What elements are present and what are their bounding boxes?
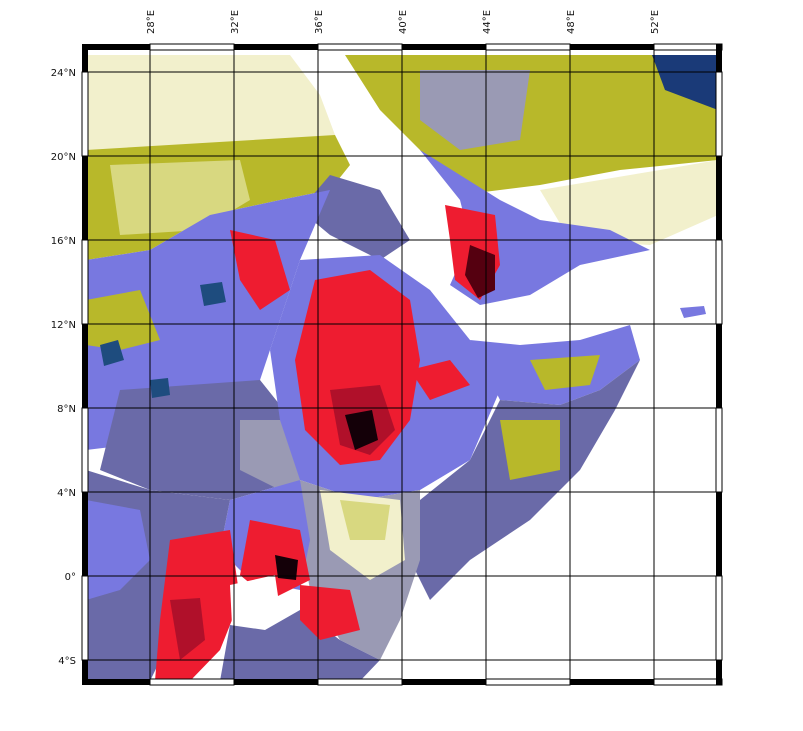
lon-tick-label: 28°E: [146, 10, 157, 34]
region-arabia-grey: [420, 70, 530, 150]
frame-left-seg-2: [81, 71, 89, 157]
region-navy-patches: [100, 282, 226, 398]
region-gulf-navy: [652, 55, 718, 110]
frame-bottom-seg-3: [234, 679, 318, 685]
lon-tick-label: 48°E: [566, 10, 577, 34]
frame-top-seg-1: [82, 44, 150, 50]
frame-left-seg-6: [81, 407, 89, 493]
frame-bottom-seg-1: [82, 679, 150, 685]
lat-tick-label: 4°N: [57, 488, 76, 499]
lat-tick-label: 4°S: [58, 656, 76, 667]
region-arabia-pale: [540, 160, 718, 245]
frame-left-seg-4: [81, 239, 89, 325]
frame-right-seg-8: [715, 575, 723, 661]
lat-tick-label: 8°N: [57, 404, 76, 415]
region-ethiopia-black: [345, 410, 378, 450]
region-socotra: [680, 306, 706, 318]
frame-right-seg-5: [716, 324, 722, 408]
frame-left-seg-5: [82, 324, 88, 408]
map-frame: [81, 43, 723, 686]
lat-tick-label: 20°N: [51, 152, 76, 163]
frame-top-seg-8: [653, 43, 723, 51]
lat-tick-label: 0°: [65, 572, 76, 583]
region-eritrea: [300, 175, 410, 260]
frame-left-seg-7: [82, 492, 88, 576]
region-uganda-black: [275, 555, 298, 580]
frame-bottom-seg-5: [402, 679, 486, 685]
frame-bottom-seg-6: [485, 678, 571, 686]
region-kenya-olive: [340, 500, 390, 540]
frame-left-seg-9: [82, 660, 88, 685]
lat-tick-label: 12°N: [51, 320, 76, 331]
region-somalia: [410, 360, 640, 600]
region-egypt-north: [86, 55, 335, 150]
region-west-olive: [86, 290, 160, 350]
region-yemen-dark: [465, 245, 495, 298]
lat-tick-label: 16°N: [51, 236, 76, 247]
region-tanzania-red: [300, 585, 360, 640]
region-lake-victoria: [230, 575, 280, 630]
frame-top-seg-7: [570, 44, 654, 50]
frame-right-seg-6: [715, 407, 723, 493]
frame-left-seg-3: [82, 156, 88, 240]
frame-left-seg-1: [82, 44, 88, 72]
frame-left-seg-8: [81, 575, 89, 661]
region-somaliland-olive: [530, 355, 600, 390]
graticule: [86, 48, 718, 681]
region-sudan-red: [230, 230, 290, 310]
lon-tick-label: 36°E: [314, 10, 325, 34]
frame-right-seg-1: [716, 44, 722, 72]
region-tanzania: [220, 610, 380, 681]
lat-tick-labels: 24°N 20°N 16°N 12°N 8°N 4°N 0° 4°S: [51, 68, 76, 667]
frame-bottom-seg-4: [317, 678, 403, 686]
frame-bottom-seg-8: [653, 678, 723, 686]
frame-bottom-seg-2: [149, 678, 235, 686]
lon-tick-labels: 28°E 32°E 36°E 40°E 44°E 48°E 52°E: [146, 10, 661, 34]
frame-top-seg-2: [149, 43, 235, 51]
frame-right-seg-7: [716, 492, 722, 576]
frame-right-seg-9: [716, 660, 722, 685]
frame-top-seg-6: [485, 43, 571, 51]
lat-tick-label: 24°N: [51, 68, 76, 79]
region-ethiopia-east-red: [410, 360, 470, 400]
frame-right-seg-3: [716, 156, 722, 240]
lon-tick-label: 40°E: [398, 10, 409, 34]
lon-tick-label: 44°E: [482, 10, 493, 34]
frame-right-seg-4: [715, 239, 723, 325]
region-rift-crimson: [170, 598, 205, 660]
frame-right-seg-2: [715, 71, 723, 157]
frame-top-seg-5: [402, 44, 486, 50]
frame-top-seg-3: [234, 44, 318, 50]
lon-tick-label: 52°E: [650, 10, 661, 34]
frame-top-seg-4: [317, 43, 403, 51]
region-somalia-olive: [500, 420, 560, 480]
frame-bottom-seg-7: [570, 679, 654, 685]
region-congo-periwinkle: [86, 500, 150, 600]
lon-tick-label: 32°E: [230, 10, 241, 34]
